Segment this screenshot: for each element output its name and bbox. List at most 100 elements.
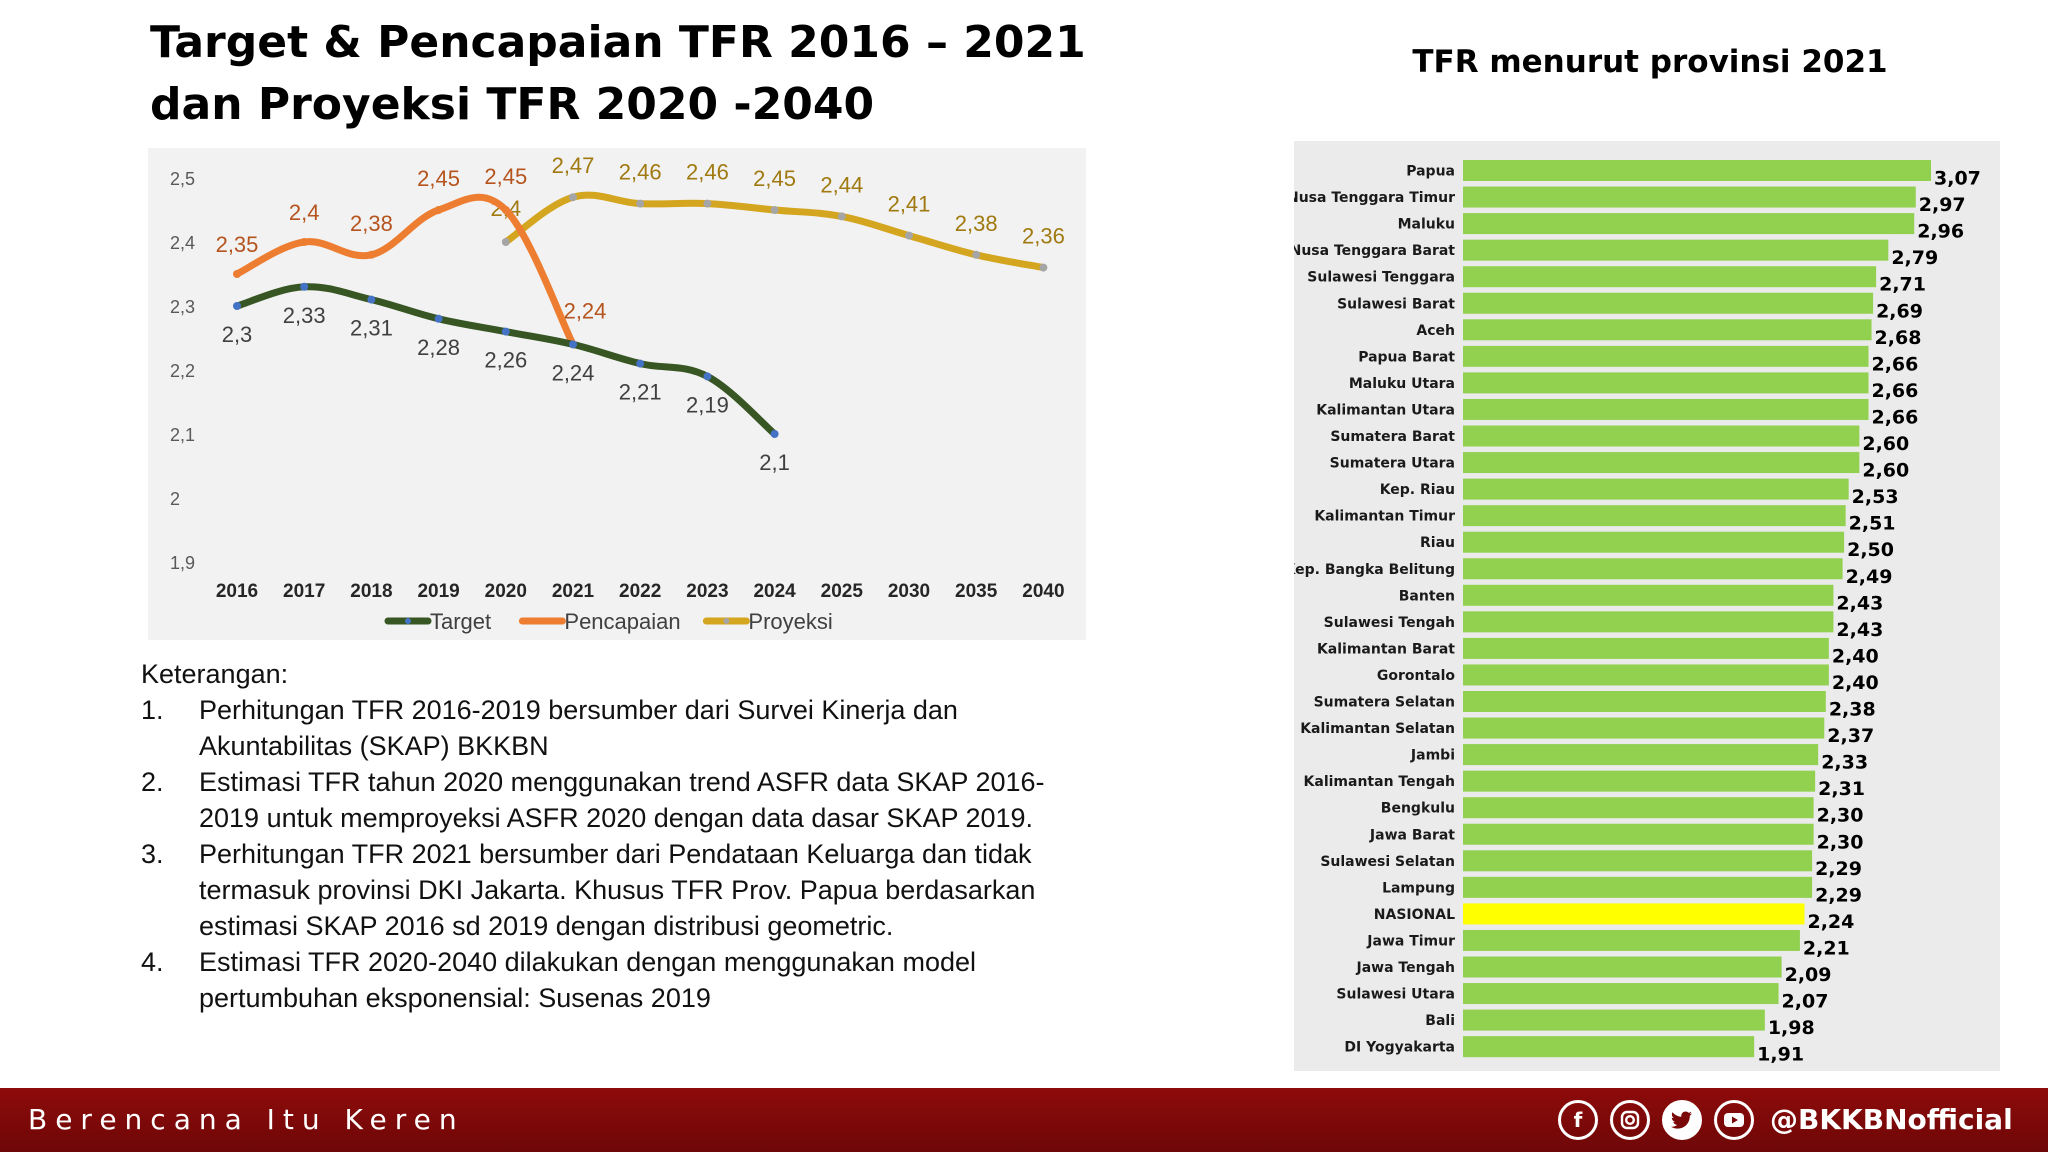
bar-value-label: 2,53 xyxy=(1852,486,1899,508)
note-number: 2. xyxy=(141,767,164,797)
bar-category-label: Gorontalo xyxy=(1377,668,1456,684)
x-tick-label: 2016 xyxy=(216,581,258,602)
data-label-pencapaian: 2,45 xyxy=(484,164,527,189)
bar-value-label: 2,30 xyxy=(1817,831,1864,853)
bar-category-label: Kalimantan Selatan xyxy=(1300,721,1455,737)
bar-category-label: Maluku Utara xyxy=(1349,376,1455,392)
bar-nasional xyxy=(1463,903,1805,925)
tfr-province-bar-chart: Papua 3,07 Nusa Tenggara Timur 2,97 Maluku 2,… xyxy=(1294,141,2000,1071)
bar-category-label: Sulawesi Tengah xyxy=(1324,615,1455,631)
bar-value-label: 2,60 xyxy=(1862,460,1909,482)
data-label-pencapaian: 2,35 xyxy=(216,232,259,257)
bar xyxy=(1463,345,1869,367)
data-label-target: 2,3 xyxy=(222,322,253,347)
bar xyxy=(1463,478,1849,500)
x-tick-label: 2020 xyxy=(485,581,527,602)
bar-value-label: 2,30 xyxy=(1817,805,1864,827)
title-line-1: Target & Pencapaian TFR 2016 – 2021 xyxy=(150,17,1086,68)
bar-chart-title: TFR menurut provinsi 2021 xyxy=(1412,44,1888,80)
bar-value-label: 2,96 xyxy=(1917,221,1964,243)
bar-category-label: Sulawesi Barat xyxy=(1337,296,1455,312)
bar xyxy=(1463,531,1845,553)
bar xyxy=(1463,372,1869,394)
y-tick-label: 2,5 xyxy=(170,169,195,189)
data-label-target: 2,33 xyxy=(283,303,326,328)
social-links: f @BKKBNofficial xyxy=(1558,1098,2013,1142)
data-label-target: 2,1 xyxy=(759,450,790,475)
bar-value-label: 2,37 xyxy=(1827,725,1874,747)
notes-heading: Keterangan: xyxy=(141,659,289,689)
bar-value-label: 2,40 xyxy=(1832,645,1879,667)
instagram-icon[interactable] xyxy=(1610,1100,1650,1140)
bar-value-label: 2,29 xyxy=(1815,884,1862,906)
bar xyxy=(1463,823,1814,845)
bar-category-label: Nusa Tenggara Barat xyxy=(1294,243,1455,259)
data-point-pencapaian xyxy=(367,250,376,259)
data-point-proyeksi xyxy=(837,212,846,221)
bar-category-label: Jawa Tengah xyxy=(1356,960,1456,976)
data-point-proyeksi xyxy=(1039,263,1048,272)
bar-category-label: Papua Barat xyxy=(1358,349,1455,365)
y-tick-label: 2 xyxy=(170,489,180,509)
bar xyxy=(1463,876,1813,898)
x-tick-label: 2019 xyxy=(417,581,459,602)
bar-value-label: 2,43 xyxy=(1836,619,1883,641)
page-title: Target & Pencapaian TFR 2016 – 2021 dan … xyxy=(150,12,1086,136)
data-label-proyeksi: 2,46 xyxy=(619,160,662,185)
bar-category-label: Sumatera Selatan xyxy=(1314,695,1455,711)
note-text: Estimasi TFR 2020-2040 dilakukan dengan … xyxy=(199,947,976,1013)
data-point-proyeksi xyxy=(703,199,712,208)
note-text: Perhitungan TFR 2016-2019 bersumber dari… xyxy=(199,695,958,761)
bar-category-label: Kalimantan Tengah xyxy=(1304,774,1455,790)
data-point-target xyxy=(569,340,577,349)
data-label-target: 2,19 xyxy=(686,392,729,417)
bar xyxy=(1463,956,1782,978)
note-number: 3. xyxy=(141,839,164,869)
bar-category-label: DI Yogyakarta xyxy=(1344,1040,1455,1056)
bar-value-label: 2,07 xyxy=(1782,991,1829,1013)
data-point-pencapaian xyxy=(300,238,309,246)
legend-label-target: Target xyxy=(430,609,491,634)
bar-value-label: 2,97 xyxy=(1919,194,1966,216)
bar-category-label: Jambi xyxy=(1410,748,1455,764)
bar-category-label: Sulawesi Selatan xyxy=(1320,854,1455,870)
legend-marker xyxy=(723,618,730,624)
bar-value-label: 2,71 xyxy=(1879,274,1926,296)
bar-category-label: Papua xyxy=(1406,164,1455,180)
x-tick-label: 2017 xyxy=(283,581,325,602)
x-tick-label: 2025 xyxy=(821,581,864,602)
data-point-target xyxy=(300,282,309,291)
bar-value-label: 2,79 xyxy=(1891,247,1938,269)
x-tick-label: 2021 xyxy=(552,581,595,602)
bar-category-label: Nusa Tenggara Timur xyxy=(1294,190,1455,206)
data-point-proyeksi xyxy=(972,250,981,259)
bar-category-label: Aceh xyxy=(1416,323,1455,339)
bar-category-label: Kep. Riau xyxy=(1380,482,1455,498)
data-label-proyeksi: 2,44 xyxy=(820,172,863,197)
bar xyxy=(1463,558,1843,580)
data-label-proyeksi: 2,36 xyxy=(1022,224,1065,249)
bar-value-label: 2,24 xyxy=(1807,911,1854,933)
youtube-icon[interactable] xyxy=(1714,1100,1754,1140)
data-point-proyeksi xyxy=(905,231,913,240)
note-item: 3. Perhitungan TFR 2021 bersumber dari Pe… xyxy=(141,836,1101,944)
bar-category-label: Banten xyxy=(1399,588,1455,604)
bar-value-label: 2,40 xyxy=(1832,672,1879,694)
bar-category-label: Kep. Bangka Belitung xyxy=(1294,562,1455,578)
bar xyxy=(1463,929,1800,951)
bar-category-label: Riau xyxy=(1420,535,1455,551)
bar xyxy=(1463,691,1826,712)
note-number: 1. xyxy=(141,695,164,725)
x-tick-label: 2035 xyxy=(955,581,998,602)
bar xyxy=(1463,319,1872,341)
data-point-proyeksi xyxy=(636,199,645,208)
facebook-icon[interactable]: f xyxy=(1558,1100,1598,1140)
bar-category-label: Jawa Barat xyxy=(1369,827,1455,843)
data-point-target xyxy=(367,295,376,304)
x-tick-label: 2024 xyxy=(753,581,796,602)
twitter-icon[interactable] xyxy=(1662,1100,1702,1140)
bar xyxy=(1463,160,1931,181)
social-handle[interactable]: @BKKBNofficial xyxy=(1770,1103,2013,1136)
bar-value-label: 2,29 xyxy=(1815,858,1862,880)
data-label-proyeksi: 2,38 xyxy=(955,211,998,236)
